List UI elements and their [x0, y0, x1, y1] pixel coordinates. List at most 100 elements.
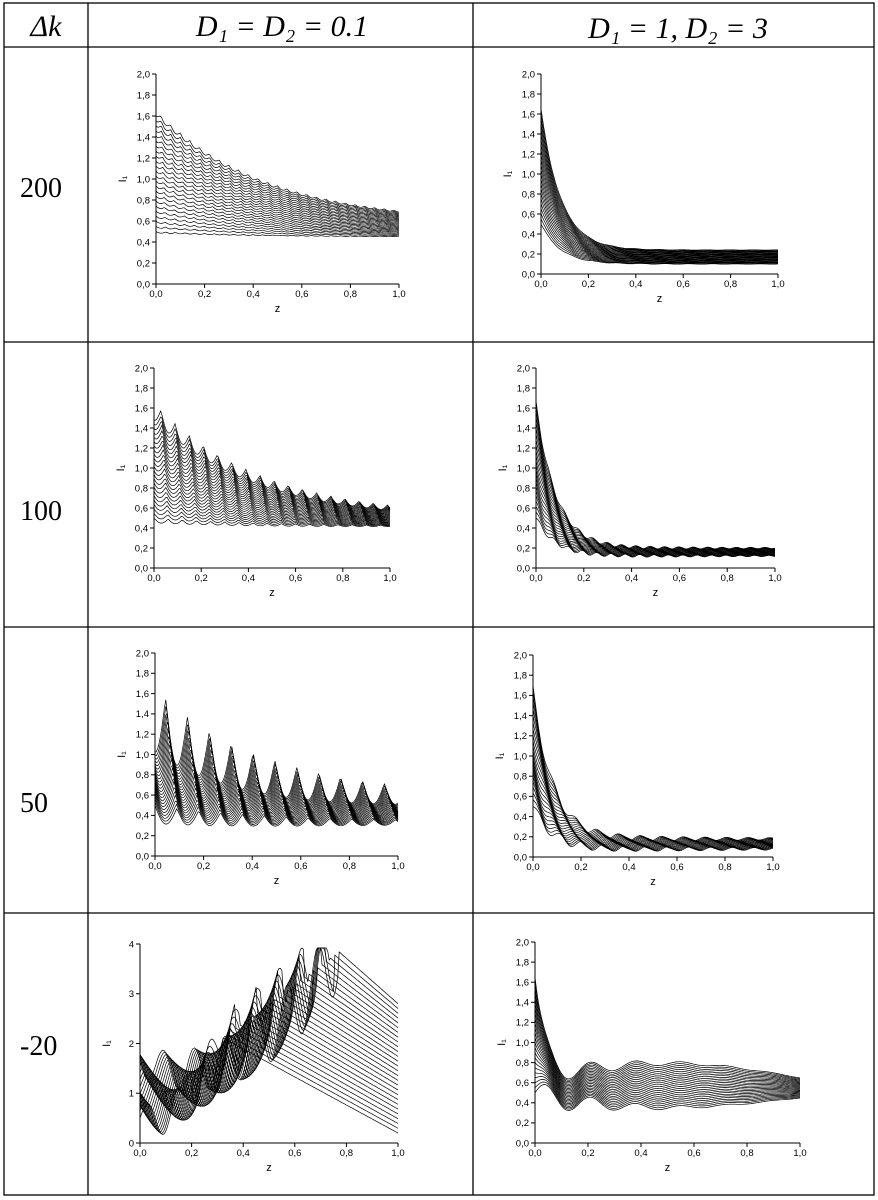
y-tick-label: 1,4 [135, 423, 148, 434]
series-line [533, 716, 773, 844]
series-line [541, 155, 778, 256]
y-tick-label: 4 [129, 939, 134, 950]
y-tick-label: 0 [129, 1138, 134, 1149]
series-line [154, 417, 390, 510]
series-line [533, 702, 773, 842]
x-tick-label: 1,0 [391, 861, 404, 872]
row-label-minus-20: -20 [20, 1031, 57, 1062]
series-line [140, 948, 398, 1093]
y-tick-label: 1,2 [135, 443, 148, 454]
series-line [535, 1012, 800, 1088]
x-tick-label: 0,8 [336, 573, 349, 584]
series-line [154, 479, 390, 520]
x-tick-label: 0,8 [724, 279, 737, 290]
y-tick-label: 0,4 [137, 237, 150, 248]
series-line [140, 988, 398, 1118]
series-line [155, 700, 398, 805]
y-tick-label: 1,0 [135, 463, 148, 474]
series-line [541, 119, 778, 252]
y-tick-label: 0,0 [522, 269, 535, 280]
series-line [535, 977, 800, 1079]
x-tick-label: 0,4 [247, 289, 260, 300]
y-tick-label: 0,4 [516, 1098, 529, 1109]
series-line [154, 509, 390, 525]
y-tick-label: 2,0 [136, 648, 149, 659]
series-line [156, 166, 399, 223]
series-line [541, 189, 778, 260]
x-axis-label: z [269, 587, 275, 599]
series-line [155, 798, 398, 824]
y-tick-label: 1,0 [137, 174, 150, 185]
series-line [535, 1002, 800, 1086]
series-line [156, 136, 399, 216]
y-tick-label: 0,0 [135, 563, 148, 574]
series-line [535, 1048, 800, 1099]
y-axis-label: I₁ [115, 464, 127, 471]
x-tick-label: 0,6 [294, 861, 307, 872]
series-line [154, 469, 390, 519]
y-tick-label: 0,6 [514, 792, 527, 803]
series-line [533, 741, 773, 845]
series-line [155, 779, 398, 819]
x-tick-label: 0,8 [740, 1148, 753, 1159]
series-line [535, 987, 800, 1081]
series-line [541, 179, 778, 259]
x-axis-label: z [657, 293, 663, 305]
series-line [155, 805, 398, 826]
series-line [156, 151, 399, 219]
series-line [533, 768, 773, 848]
series-line [533, 746, 773, 846]
y-tick-label: 0,6 [516, 1078, 529, 1089]
series-line [140, 960, 398, 1100]
y-tick-label: 0,0 [137, 279, 150, 290]
series-line [535, 1038, 800, 1096]
x-tick-label: 0,0 [147, 573, 160, 584]
y-tick-label: 0,8 [522, 189, 535, 200]
y-tick-label: 2,0 [517, 363, 530, 374]
y-tick-label: 0,8 [136, 770, 149, 781]
y-tick-label: 1,0 [522, 169, 535, 180]
series-line [535, 982, 800, 1080]
series-line [535, 1068, 800, 1104]
y-tick-label: 0,4 [522, 229, 535, 240]
series-line [535, 1079, 800, 1107]
x-tick-label: 1,0 [766, 862, 779, 873]
series-line [154, 431, 390, 513]
y-tick-label: 0,2 [136, 831, 149, 842]
x-tick-label: 0,0 [148, 861, 161, 872]
x-axis-label: z [650, 876, 656, 888]
y-tick-label: 1,4 [522, 129, 535, 140]
series-line [541, 129, 778, 253]
x-tick-label: 0,6 [677, 279, 690, 290]
series-line [535, 1022, 800, 1091]
series-line [541, 199, 778, 262]
series-line [154, 422, 390, 511]
y-axis-label: I₁ [496, 1039, 508, 1046]
series-line [541, 204, 778, 262]
series-line [533, 758, 773, 847]
x-tick-label: 0,0 [133, 1148, 146, 1159]
x-tick-label: 0,2 [195, 573, 208, 584]
series-line [154, 513, 390, 525]
series-line [533, 709, 773, 843]
y-tick-label: 1,6 [522, 109, 535, 120]
x-tick-label: 0,4 [634, 1148, 647, 1159]
y-tick-label: 2 [129, 1039, 134, 1050]
series-line [541, 164, 778, 256]
series-line [536, 445, 775, 552]
series-line [156, 186, 399, 227]
series-line [156, 116, 399, 212]
series-line [541, 169, 778, 257]
chart-dk100-d-equal: 0,0 0,2 0,4 0,6 0,8 1,0 1,2 1,4 1,6 1,8 2,0 0,0 0,2 0… [115, 363, 397, 599]
series-line [541, 149, 778, 255]
series-line [535, 1073, 800, 1105]
y-axis-label: I₁ [497, 464, 509, 471]
y-tick-label: 0,6 [135, 503, 148, 514]
series-line [155, 752, 398, 813]
series-line [541, 134, 778, 253]
series-line [154, 450, 390, 516]
x-tick-label: 0,4 [246, 861, 259, 872]
y-tick-label: 1,0 [517, 463, 530, 474]
y-tick-label: 1,8 [522, 89, 535, 100]
chart-dk-20-d-equal: 0 1 2 3 4 0,0 0,2 0,4 0,6 0,8 1,0 z I₁ [101, 939, 405, 1174]
